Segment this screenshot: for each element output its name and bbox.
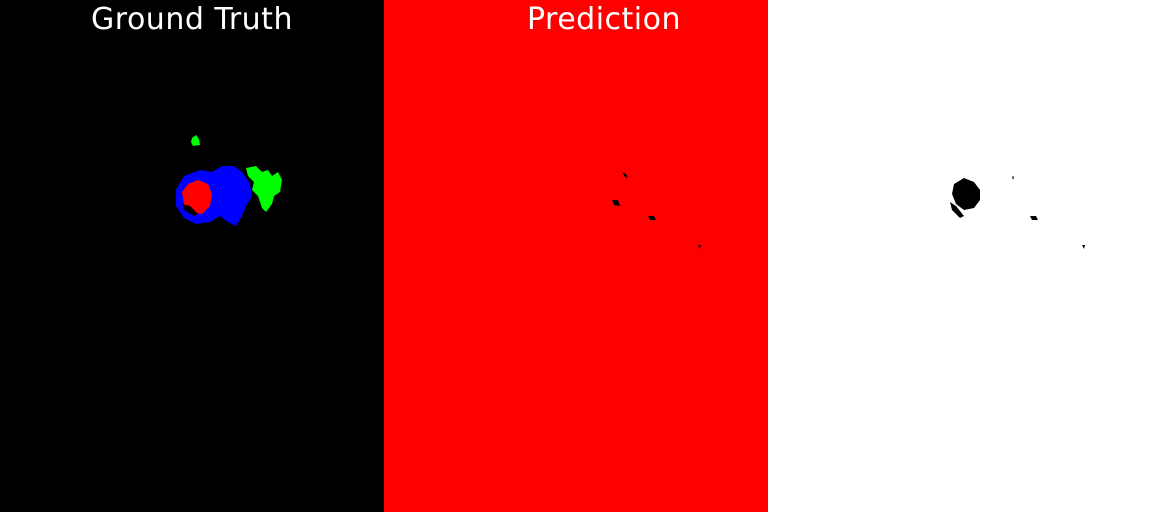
ground-truth-background — [0, 0, 384, 512]
gt-red-region — [182, 180, 212, 214]
gt-black-notch — [182, 204, 198, 216]
binary-mask — [768, 0, 1152, 512]
bin-speck-1 — [1012, 176, 1014, 180]
ground-truth-panel: Ground Truth — [0, 0, 384, 512]
pred-speck-3 — [648, 216, 656, 220]
ground-truth-label: Ground Truth — [91, 2, 293, 37]
prediction-background — [384, 0, 768, 512]
bin-speck-2 — [1030, 216, 1038, 220]
bin-speck-3 — [1082, 245, 1085, 249]
bin-main-blob — [952, 178, 980, 210]
pred-speck-1 — [622, 172, 628, 178]
pred-speck-2 — [612, 200, 620, 206]
binary-mask-background — [768, 0, 1152, 512]
binary-mask-panel — [768, 0, 1152, 512]
prediction-panel: Prediction — [384, 0, 768, 512]
bin-notch — [950, 202, 964, 218]
prediction-mask — [384, 0, 768, 512]
ground-truth-mask — [0, 0, 384, 512]
gt-green-region — [246, 166, 282, 212]
prediction-label: Prediction — [526, 2, 682, 37]
gt-green-speck — [191, 135, 200, 146]
pred-speck-4 — [698, 245, 701, 249]
